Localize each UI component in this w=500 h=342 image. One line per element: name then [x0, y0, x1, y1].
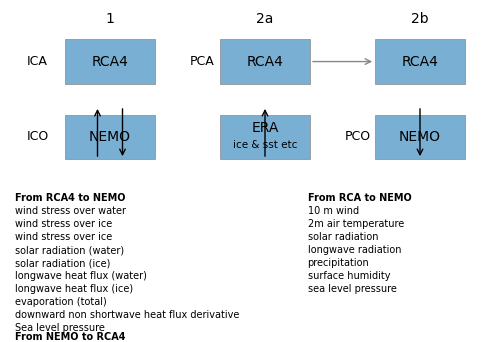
Text: From RCA to NEMO: From RCA to NEMO	[308, 193, 411, 203]
Text: 1: 1	[106, 12, 114, 26]
Text: ICO: ICO	[26, 130, 48, 143]
Text: wind stress over ice: wind stress over ice	[15, 219, 112, 229]
Text: ice & sst etc: ice & sst etc	[233, 140, 297, 150]
FancyBboxPatch shape	[375, 115, 465, 159]
FancyBboxPatch shape	[220, 115, 310, 159]
Text: PCA: PCA	[190, 55, 215, 68]
Text: RCA4: RCA4	[92, 55, 128, 68]
Text: ERA: ERA	[252, 121, 278, 135]
Text: 2m air temperature: 2m air temperature	[308, 219, 404, 229]
FancyBboxPatch shape	[220, 39, 310, 84]
Text: surface humidity: surface humidity	[308, 271, 390, 281]
Text: evaporation (total): evaporation (total)	[15, 297, 107, 307]
Text: NEMO: NEMO	[399, 130, 441, 144]
Text: PCO: PCO	[344, 130, 370, 143]
FancyBboxPatch shape	[375, 39, 465, 84]
Text: From RCA4 to NEMO: From RCA4 to NEMO	[15, 193, 126, 203]
Text: longwave radiation: longwave radiation	[308, 245, 401, 255]
Text: 2b: 2b	[411, 12, 429, 26]
Text: From NEMO to RCA4: From NEMO to RCA4	[15, 332, 126, 342]
Text: solar radiation (water): solar radiation (water)	[15, 245, 124, 255]
FancyBboxPatch shape	[65, 39, 155, 84]
Text: RCA4: RCA4	[402, 55, 438, 68]
Text: longwave heat flux (water): longwave heat flux (water)	[15, 271, 147, 281]
Text: wind stress over ice: wind stress over ice	[15, 232, 112, 242]
Text: solar radiation: solar radiation	[308, 232, 378, 242]
Text: ICA: ICA	[27, 55, 48, 68]
Text: RCA4: RCA4	[246, 55, 284, 68]
Text: wind stress over water: wind stress over water	[15, 206, 126, 216]
Text: downward non shortwave heat flux derivative: downward non shortwave heat flux derivat…	[15, 310, 239, 320]
Text: solar radiation (ice): solar radiation (ice)	[15, 258, 110, 268]
Text: sea level pressure: sea level pressure	[308, 284, 396, 294]
Text: longwave heat flux (ice): longwave heat flux (ice)	[15, 284, 133, 294]
FancyBboxPatch shape	[65, 115, 155, 159]
Text: Sea level pressure: Sea level pressure	[15, 323, 105, 333]
Text: precipitation: precipitation	[308, 258, 369, 268]
Text: NEMO: NEMO	[89, 130, 131, 144]
Text: 2a: 2a	[256, 12, 274, 26]
Text: 10 m wind: 10 m wind	[308, 206, 358, 216]
